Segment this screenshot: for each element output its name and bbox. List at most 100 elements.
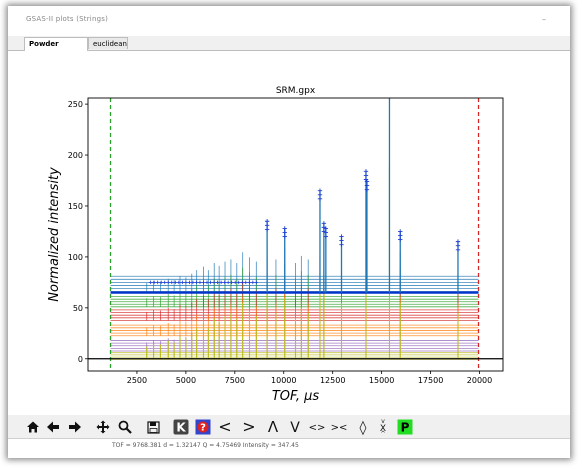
caret-up-label: Λ — [268, 419, 279, 435]
observed-point — [236, 280, 241, 285]
svg-text:^: ^ — [380, 431, 385, 437]
x-axis-label: TOF, μs — [272, 389, 320, 404]
diamond-inward-label: >< — [331, 423, 348, 434]
observed-point — [208, 280, 213, 285]
observed-point — [243, 280, 248, 285]
plot-area[interactable]: 2500 5000 7500 10000 12500 15000 17500 20000 0 50… — [8, 51, 570, 416]
observed-point — [201, 280, 206, 285]
observed-point — [198, 280, 202, 285]
save-icon[interactable] — [144, 418, 162, 436]
observed-point — [152, 280, 156, 285]
observed-point — [398, 233, 403, 238]
x-tick-label: 12500 — [320, 376, 345, 385]
hourglass-icon[interactable]: v X ^ — [374, 418, 392, 436]
less-than-icon[interactable]: < — [216, 418, 234, 436]
pan-icon[interactable] — [94, 418, 112, 436]
tab-euclidean[interactable]: euclidean — [88, 37, 128, 49]
observed-point — [180, 280, 185, 285]
observed-point — [247, 280, 252, 285]
powder-pattern-chart[interactable]: 2500 5000 7500 10000 12500 15000 17500 20000 0 50… — [8, 51, 570, 416]
p-label: P — [401, 421, 410, 435]
tab-powder-patterns[interactable]: Powder Patterns — [24, 37, 88, 60]
diamond-ud-icon[interactable]: ◊ — [354, 418, 372, 436]
help-icon[interactable]: ? — [194, 418, 212, 436]
observed-point — [363, 173, 369, 178]
observed-point — [169, 280, 174, 285]
observed-point — [215, 280, 220, 285]
observed-point — [364, 183, 370, 188]
tab-bar: Powder Patterns euclidean — [8, 36, 570, 60]
svg-text:v: v — [381, 418, 385, 425]
observed-point — [321, 221, 327, 226]
observed-point — [166, 280, 171, 285]
diamond-lr-label: <> — [309, 423, 326, 434]
observed-point — [282, 226, 287, 231]
observed-point — [219, 280, 223, 285]
cursor-readout: TOF = 9768.381 d = 1.32147 Q = 4.75469 I… — [112, 442, 299, 449]
plot-toolbar: K ? < > Λ V <> >< ◊ v X ^ P — [8, 415, 570, 439]
x-tick-label: 7500 — [225, 376, 245, 385]
observed-point — [455, 243, 461, 248]
observed-point — [264, 227, 270, 232]
y-tick-label: 100 — [68, 253, 83, 262]
k-icon[interactable]: K — [172, 418, 190, 436]
observed-point — [398, 229, 403, 234]
help-label: ? — [200, 423, 206, 434]
observed-point — [282, 234, 287, 239]
home-icon[interactable] — [24, 418, 42, 436]
observed-point — [264, 223, 270, 228]
window-control[interactable]: – — [542, 15, 546, 24]
chart-title: SRM.gpx — [276, 86, 316, 96]
title-bar: GSAS-II plots (Strings) – — [8, 6, 570, 36]
plot-frame — [87, 97, 504, 372]
observed-point — [205, 280, 209, 285]
x-tick-label: 5000 — [176, 376, 196, 385]
observed-point — [455, 239, 461, 244]
y-tick-label: 0 — [78, 355, 83, 364]
observed-point — [226, 280, 230, 285]
observed-point — [177, 280, 181, 285]
back-arrow-icon[interactable] — [44, 418, 62, 436]
diamond-inward-icon[interactable]: >< — [330, 418, 348, 436]
forward-arrow-icon[interactable] — [66, 418, 84, 436]
y-axis-label: Normalized intensity — [47, 167, 62, 302]
observed-point — [173, 280, 178, 285]
observed-point — [254, 280, 259, 285]
observed-point — [155, 280, 160, 285]
observed-point — [282, 230, 287, 235]
caret-down-label: V — [290, 420, 300, 435]
observed-point — [317, 192, 323, 197]
observed-point — [251, 280, 255, 285]
greater-than-icon[interactable]: > — [240, 418, 258, 436]
x-tick-label: 2500 — [127, 376, 147, 385]
k-label: K — [176, 421, 186, 435]
observed-point — [317, 196, 323, 202]
greater-than-label: > — [242, 419, 255, 435]
observed-point — [339, 234, 344, 239]
observed-point — [339, 242, 344, 247]
observed-point — [212, 280, 216, 285]
status-bar: TOF = 9768.381 d = 1.32147 Q = 4.75469 I… — [8, 438, 570, 458]
diamond-lr-icon[interactable]: <> — [308, 418, 326, 436]
observed-point — [323, 226, 329, 231]
observed-point — [455, 247, 461, 252]
y-tick-label: 50 — [73, 304, 83, 313]
x-tick-label: 10000 — [271, 376, 296, 385]
observed-point — [191, 280, 195, 285]
observed-point — [229, 280, 234, 285]
plot-window: GSAS-II plots (Strings) – Powder Pattern… — [8, 6, 570, 458]
observed-point — [398, 237, 403, 242]
observed-point — [264, 219, 270, 224]
x-tick-label: 20000 — [467, 376, 492, 385]
observed-point — [363, 169, 369, 174]
observed-point — [162, 280, 167, 285]
caret-up-icon[interactable]: Λ — [264, 418, 282, 436]
caret-down-icon[interactable]: V — [286, 418, 304, 436]
observed-point — [159, 280, 164, 285]
observed-point — [233, 280, 238, 285]
hourglass-label: X — [380, 424, 386, 434]
p-icon[interactable]: P — [396, 418, 414, 436]
zoom-icon[interactable] — [116, 418, 134, 436]
observed-point — [240, 280, 245, 285]
observed-point — [323, 230, 329, 235]
